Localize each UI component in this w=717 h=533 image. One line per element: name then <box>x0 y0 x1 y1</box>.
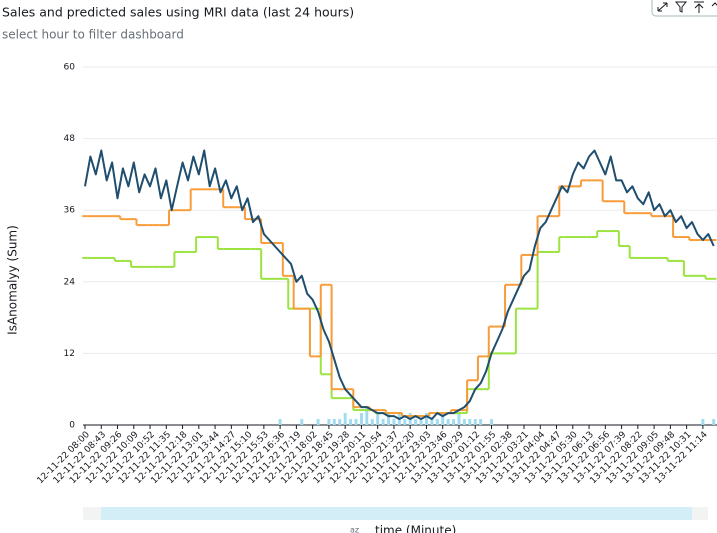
step-line <box>82 179 717 418</box>
anomaly-bar <box>387 413 391 425</box>
anomaly-bar <box>441 413 445 425</box>
anomaly-bar <box>712 419 716 425</box>
anomaly-bar <box>419 419 423 425</box>
anomaly-bar <box>403 419 407 425</box>
chart-subtitle: select hour to filter dashboard <box>2 28 184 42</box>
anomaly-bar <box>479 419 483 425</box>
anomaly-bar <box>359 413 363 425</box>
anomaly-bar <box>452 419 456 425</box>
x-axis-title: time (Minute) <box>375 524 456 533</box>
anomaly-bar <box>381 419 385 425</box>
export-icon[interactable] <box>694 1 704 13</box>
filter-icon[interactable] <box>674 1 688 13</box>
anomaly-bar <box>430 419 434 425</box>
anomaly-bar <box>327 419 331 425</box>
anomaly-bar <box>332 419 336 425</box>
anomaly-bar <box>278 419 282 425</box>
anomaly-bar <box>338 419 342 425</box>
toolbar <box>651 0 717 17</box>
anomaly-bar <box>316 419 320 425</box>
anomaly-bar <box>370 419 374 425</box>
anomaly-bar <box>462 419 466 425</box>
chart-title: Sales and predicted sales using MRI data… <box>2 5 354 20</box>
anomaly-bar <box>490 419 493 425</box>
scrollbar[interactable] <box>83 507 708 520</box>
anomaly-bar <box>473 419 477 425</box>
anomaly-bar <box>701 419 705 425</box>
y-tick-label: 36 <box>64 206 76 216</box>
anomaly-bar <box>392 419 396 425</box>
anomaly-bar <box>446 419 450 425</box>
more-icon[interactable] <box>711 2 717 7</box>
data-line <box>84 149 715 420</box>
anomaly-bar <box>349 419 353 425</box>
anomaly-bar <box>424 413 428 425</box>
y-axis-title: IsAnomalyy (Sum) <box>6 225 20 335</box>
sort-indicator[interactable]: az <box>350 526 359 533</box>
y-tick-label: 48 <box>64 134 76 144</box>
anomaly-bar <box>365 407 369 425</box>
y-tick-label: 24 <box>64 277 76 287</box>
y-tick-label: 60 <box>64 63 76 73</box>
anomaly-bar <box>435 419 439 425</box>
anomaly-bar <box>376 413 380 425</box>
anomaly-bar <box>457 413 461 425</box>
anomaly-bar <box>300 419 304 425</box>
y-tick-label: 0 <box>69 421 75 431</box>
anomaly-bar <box>414 419 418 425</box>
expand-icon[interactable] <box>657 2 668 12</box>
anomaly-bar <box>468 419 472 425</box>
step-line <box>82 230 717 418</box>
anomaly-bar <box>343 413 347 425</box>
anomaly-bar <box>354 419 358 425</box>
y-tick-label: 12 <box>64 349 75 359</box>
